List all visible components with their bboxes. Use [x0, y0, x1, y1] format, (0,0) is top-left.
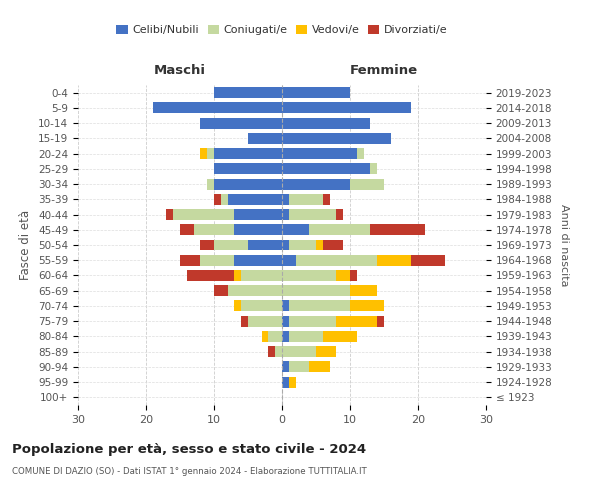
Bar — [235, 209, 282, 220]
Bar — [316, 346, 337, 357]
Bar — [227, 194, 282, 205]
Bar — [282, 316, 289, 326]
Bar — [282, 270, 337, 281]
Bar — [323, 240, 343, 250]
Bar — [282, 331, 289, 342]
Legend: Celibi/Nubili, Coniugati/e, Vedovi/e, Divorziati/e: Celibi/Nubili, Coniugati/e, Vedovi/e, Di… — [112, 20, 452, 40]
Bar — [309, 224, 370, 235]
Bar — [289, 194, 323, 205]
Bar — [268, 346, 275, 357]
Bar — [289, 209, 337, 220]
Bar — [289, 331, 323, 342]
Bar — [235, 270, 241, 281]
Bar — [214, 194, 221, 205]
Bar — [350, 285, 377, 296]
Bar — [194, 224, 235, 235]
Bar — [268, 331, 282, 342]
Bar — [153, 102, 282, 114]
Bar — [337, 316, 377, 326]
Bar — [282, 346, 316, 357]
Bar — [214, 148, 282, 159]
Bar — [282, 178, 350, 190]
Bar — [411, 255, 445, 266]
Bar — [282, 300, 289, 312]
Y-axis label: Fasce di età: Fasce di età — [19, 210, 32, 280]
Bar — [370, 164, 377, 174]
Bar — [207, 148, 214, 159]
Bar — [323, 194, 329, 205]
Text: Femmine: Femmine — [350, 64, 418, 78]
Bar — [289, 300, 350, 312]
Bar — [200, 255, 235, 266]
Bar — [289, 316, 337, 326]
Bar — [282, 194, 289, 205]
Bar — [200, 240, 214, 250]
Bar — [350, 300, 384, 312]
Bar — [337, 270, 350, 281]
Bar — [248, 240, 282, 250]
Text: Popolazione per età, sesso e stato civile - 2024: Popolazione per età, sesso e stato civil… — [12, 442, 366, 456]
Text: COMUNE DI DAZIO (SO) - Dati ISTAT 1° gennaio 2024 - Elaborazione TUTTITALIA.IT: COMUNE DI DAZIO (SO) - Dati ISTAT 1° gen… — [12, 468, 367, 476]
Bar — [370, 224, 425, 235]
Bar — [241, 270, 282, 281]
Bar — [316, 240, 323, 250]
Bar — [337, 209, 343, 220]
Bar — [289, 240, 316, 250]
Bar — [282, 118, 370, 128]
Bar — [323, 331, 357, 342]
Bar — [235, 255, 282, 266]
Bar — [200, 148, 207, 159]
Bar — [282, 164, 370, 174]
Bar — [207, 178, 214, 190]
Bar — [350, 178, 384, 190]
Bar — [200, 118, 282, 128]
Bar — [289, 362, 309, 372]
Bar — [241, 316, 248, 326]
Bar — [166, 209, 173, 220]
Bar — [296, 255, 377, 266]
Bar — [282, 102, 411, 114]
Text: Maschi: Maschi — [154, 64, 206, 78]
Bar — [282, 133, 391, 144]
Bar — [221, 194, 227, 205]
Bar — [241, 300, 282, 312]
Bar — [282, 255, 296, 266]
Bar — [350, 270, 357, 281]
Bar — [248, 316, 282, 326]
Bar — [282, 240, 289, 250]
Bar — [282, 362, 289, 372]
Bar — [377, 255, 411, 266]
Bar — [227, 285, 282, 296]
Bar — [309, 362, 329, 372]
Bar — [282, 148, 357, 159]
Bar — [262, 331, 268, 342]
Bar — [214, 285, 227, 296]
Bar — [214, 178, 282, 190]
Bar — [214, 87, 282, 98]
Y-axis label: Anni di nascita: Anni di nascita — [559, 204, 569, 286]
Bar — [282, 376, 289, 388]
Bar — [282, 209, 289, 220]
Bar — [275, 346, 282, 357]
Bar — [377, 316, 384, 326]
Bar — [214, 240, 248, 250]
Bar — [173, 209, 235, 220]
Bar — [180, 224, 194, 235]
Bar — [235, 224, 282, 235]
Bar — [282, 224, 309, 235]
Bar — [214, 164, 282, 174]
Bar — [289, 376, 296, 388]
Bar — [357, 148, 364, 159]
Bar — [187, 270, 235, 281]
Bar — [282, 285, 350, 296]
Bar — [235, 300, 241, 312]
Bar — [248, 133, 282, 144]
Bar — [180, 255, 200, 266]
Bar — [282, 87, 350, 98]
